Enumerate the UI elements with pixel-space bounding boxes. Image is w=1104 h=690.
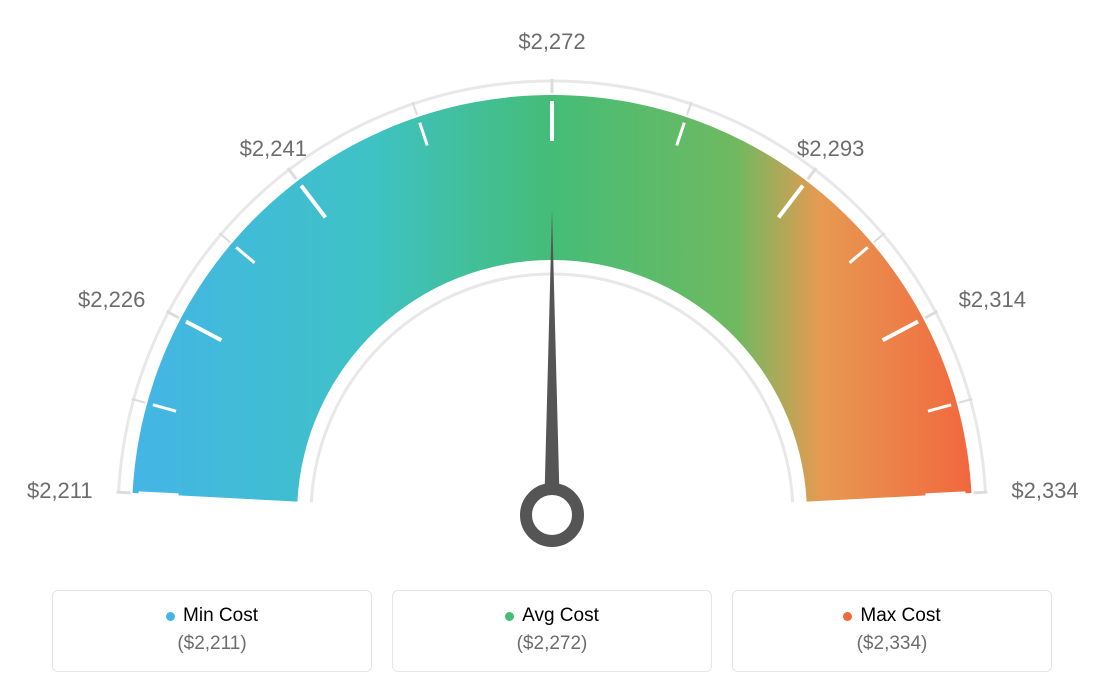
- legend-value-avg: ($2,272): [411, 633, 693, 655]
- dot-min: [166, 612, 175, 621]
- gauge-tick-label: $2,293: [797, 136, 864, 162]
- cost-gauge: $2,211 $2,226 $2,241 $2,272 $2,293 $2,314 $2,3…: [0, 0, 1104, 560]
- legend-card-min: Min Cost ($2,211): [52, 590, 372, 672]
- dot-max: [843, 612, 852, 621]
- gauge-tick-label: $2,314: [959, 287, 1026, 313]
- gauge-tick-label: $2,226: [78, 287, 145, 313]
- legend-value-min: ($2,211): [71, 633, 353, 655]
- dot-avg: [505, 612, 514, 621]
- legend-title-max: Max Cost: [860, 605, 940, 627]
- legend-title-avg: Avg Cost: [522, 605, 599, 627]
- gauge-tick-label: $2,334: [1011, 478, 1078, 504]
- gauge-tick-label: $2,272: [518, 29, 585, 55]
- gauge-tick-label: $2,241: [240, 136, 307, 162]
- gauge-svg: [72, 40, 1032, 600]
- legend-card-avg: Avg Cost ($2,272): [392, 590, 712, 672]
- legend-row: Min Cost ($2,211) Avg Cost ($2,272) Max …: [0, 590, 1104, 672]
- legend-title-min: Min Cost: [183, 605, 258, 627]
- legend-value-max: ($2,334): [751, 633, 1033, 655]
- gauge-tick-label: $2,211: [27, 478, 93, 504]
- legend-card-max: Max Cost ($2,334): [732, 590, 1052, 672]
